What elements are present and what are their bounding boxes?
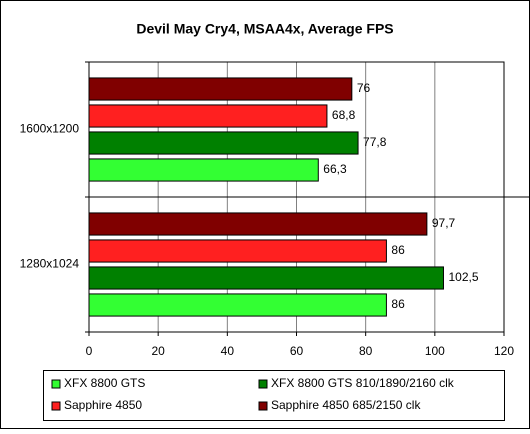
bar	[88, 266, 444, 290]
bar	[88, 158, 319, 182]
value-label: 68,8	[332, 108, 356, 122]
x-tick-label: 20	[151, 344, 165, 358]
legend-swatch	[51, 379, 61, 389]
x-tick-label: 40	[221, 344, 235, 358]
value-label: 102,5	[448, 270, 478, 284]
legend-label: Sapphire 4850 685/2150 clk	[271, 398, 421, 412]
legend-swatch	[258, 401, 268, 411]
legend-label: XFX 8800 GTS 810/1890/2160 clk	[271, 376, 455, 390]
chart-title: Devil May Cry4, MSAA4x, Average FPS	[136, 21, 393, 37]
legend-label: Sapphire 4850	[64, 398, 142, 412]
legend-swatch	[258, 379, 268, 389]
bar	[88, 131, 359, 155]
y-tick-label: 1600x1200	[20, 122, 80, 136]
bar	[88, 239, 387, 263]
bar	[88, 212, 428, 236]
value-label: 86	[391, 297, 405, 311]
y-tick-label: 1280x1024	[20, 257, 80, 271]
bar	[88, 104, 328, 128]
bar	[88, 293, 387, 317]
value-label: 77,8	[363, 135, 387, 149]
x-tick-label: 60	[290, 344, 304, 358]
x-tick-label: 0	[86, 344, 93, 358]
legend-swatch	[51, 401, 61, 411]
value-label: 66,3	[323, 162, 347, 176]
legend-label: XFX 8800 GTS	[64, 376, 145, 390]
value-label: 76	[357, 81, 371, 95]
legend	[43, 370, 505, 421]
value-label: 86	[391, 243, 405, 257]
bar	[88, 77, 353, 101]
x-tick-label: 120	[494, 344, 514, 358]
x-tick-label: 80	[359, 344, 373, 358]
value-label: 97,7	[432, 216, 456, 230]
x-tick-label: 100	[425, 344, 445, 358]
